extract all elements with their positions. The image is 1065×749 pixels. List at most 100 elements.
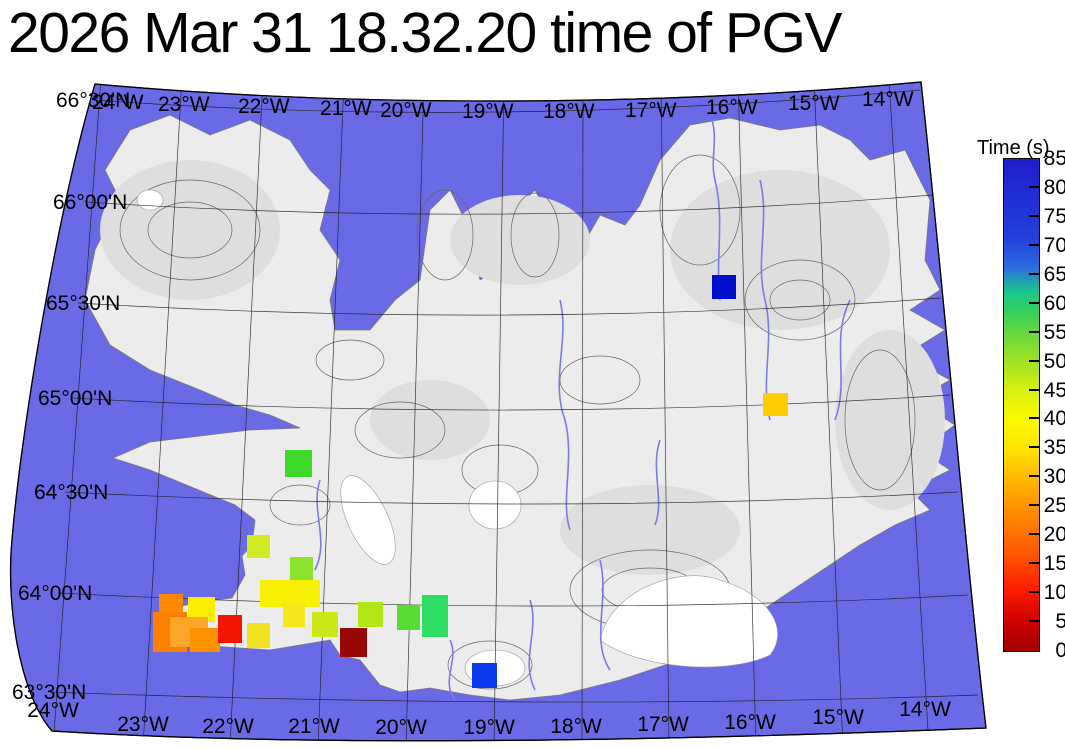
pgv-time-square: [312, 612, 338, 637]
colorbar-tick-label: 20: [1043, 523, 1065, 547]
latitude-line: [71, 394, 951, 411]
rivers: [314, 119, 851, 701]
longitude-label-top: 21°W: [320, 97, 372, 120]
longitude-line: [813, 82, 844, 741]
colorbar-tick-label: 25: [1043, 494, 1065, 518]
colorbar-tick-mark: [1029, 243, 1039, 246]
colorbar-tick-label: 0: [1055, 639, 1065, 662]
pgv-time-square: [285, 450, 312, 477]
longitude-label-bottom: 22°W: [202, 715, 254, 738]
pgv-time-square: [397, 605, 420, 630]
longitude-line: [737, 82, 757, 741]
longitude-line: [660, 82, 670, 741]
colorbar-tick-mark: [1029, 388, 1039, 391]
colorbar-tick-label: 70: [1043, 233, 1065, 257]
pgv-time-square: [422, 595, 448, 637]
latitude-line: [84, 194, 933, 215]
colorbar-tick-label: 60: [1043, 291, 1065, 315]
colorbar-tick-label: 30: [1043, 465, 1065, 489]
longitude-label-top: 20°W: [380, 99, 432, 122]
longitude-line: [888, 82, 930, 741]
colorbar-tick-mark: [1029, 475, 1039, 478]
latitude-line: [77, 297, 942, 316]
longitude-label-top: 22°W: [238, 95, 290, 118]
longitude-label-bottom: 17°W: [637, 713, 689, 736]
glaciers: [136, 189, 778, 687]
map-frame: [9, 81, 987, 742]
colorbar-tick-label: 45: [1043, 378, 1065, 402]
colorbar-tick-mark: [1029, 591, 1039, 594]
colorbar-tick-label: 40: [1043, 407, 1065, 431]
pgv-time-square: [472, 663, 497, 688]
longitude-label-bottom: 20°W: [375, 716, 427, 739]
pgv-time-square: [283, 603, 305, 627]
latitude-label: 64°30'N: [34, 481, 109, 504]
colorbar-tick-mark: [1029, 620, 1039, 623]
longitude-label-top: 17°W: [625, 99, 677, 122]
colorbar-tick-label: 15: [1043, 552, 1065, 576]
colorbar-tick-label: 35: [1043, 436, 1065, 460]
colorbar-tick-mark: [1029, 301, 1039, 304]
longitude-line: [581, 82, 584, 741]
colorbar-tick-mark: [1029, 214, 1039, 217]
page-title: 2026 Mar 31 18.32.20 time of PGV: [8, 1, 842, 65]
longitude-label-top: 23°W: [158, 93, 210, 116]
latitude-label: 64°00'N: [18, 582, 93, 605]
colorbar-title: Time (s): [977, 137, 1050, 159]
latitude-label: 63°30'N: [12, 681, 87, 704]
colorbar-tick-label: 75: [1043, 204, 1065, 228]
pgv-time-markers: [153, 275, 788, 688]
latitude-line: [64, 491, 959, 505]
pgv-time-square: [712, 275, 736, 299]
colorbar-tick-mark: [1029, 417, 1039, 420]
longitude-label-top: 14°W: [862, 88, 914, 111]
longitude-label-bottom: 19°W: [463, 716, 515, 739]
colorbar-tick-label: 80: [1043, 175, 1065, 199]
longitude-label-bottom: 18°W: [550, 715, 602, 738]
longitude-line: [142, 82, 183, 741]
longitude-label-bottom: 23°W: [117, 713, 169, 736]
longitude-label-top: 18°W: [543, 100, 595, 123]
colorbar-tick-label: 85: [1043, 147, 1065, 170]
colorbar-tick-label: 65: [1043, 262, 1065, 286]
longitude-line: [52, 82, 102, 741]
longitude-label-bottom: 24°W: [27, 699, 79, 722]
longitude-label-top: 15°W: [788, 92, 840, 115]
colorbar-tick-mark: [1029, 330, 1039, 333]
longitude-label-bottom: 15°W: [812, 706, 864, 729]
colorbar-tick-label: 55: [1043, 320, 1065, 344]
pgv-time-square: [763, 393, 788, 416]
longitude-label-bottom: 14°W: [899, 698, 951, 721]
colorbar-tick-mark: [1029, 185, 1039, 188]
latitude-label: 66°30'N: [56, 89, 131, 112]
pgv-time-square: [340, 628, 367, 657]
colorbar-tick-mark: [1029, 533, 1039, 536]
pgv-time-square: [190, 628, 220, 652]
contour-lines: [119, 154, 916, 690]
colorbar-tick-mark: [1029, 359, 1039, 362]
latitude-label: 66°00'N: [53, 191, 128, 214]
latitude-line: [94, 89, 921, 113]
latitude-label: 65°30'N: [46, 292, 121, 315]
colorbar-tick-mark: [1029, 504, 1039, 507]
longitude-label-bottom: 21°W: [288, 715, 340, 738]
longitude-label-top: 16°W: [706, 96, 758, 119]
colorbar-tick-mark: [1029, 446, 1039, 449]
pgv-time-square: [247, 623, 270, 648]
latitude-line: [49, 691, 979, 703]
pgv-time-square: [260, 580, 320, 607]
colorbar-tick-mark: [1029, 272, 1039, 275]
longitude-label-top: 24°W: [92, 91, 144, 114]
colorbar-tick-label: 10: [1043, 581, 1065, 605]
pgv-time-square: [358, 602, 383, 627]
colorbar-tick-label: 5: [1055, 610, 1065, 634]
longitude-label-top: 19°W: [462, 100, 514, 123]
pgv-time-square: [218, 615, 242, 643]
longitude-label-bottom: 16°W: [724, 711, 776, 734]
latitude-label: 65°00'N: [38, 387, 113, 410]
pgv-time-square: [247, 535, 270, 558]
colorbar-tick-mark: [1029, 562, 1039, 565]
colorbar-tick-label: 50: [1043, 349, 1065, 373]
